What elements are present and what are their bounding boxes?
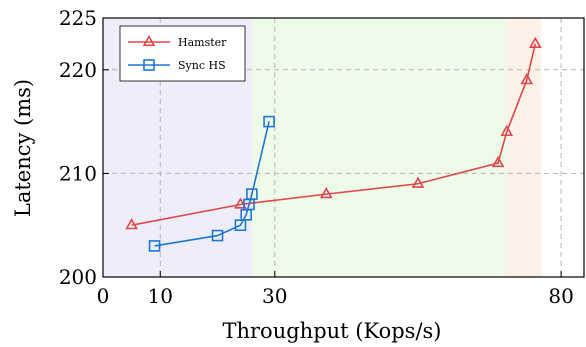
plot-frame bbox=[102, 17, 585, 278]
x-tick-label: 0 bbox=[97, 284, 110, 308]
legend: Hamster Sync HS bbox=[119, 25, 246, 82]
y-tick-label: 220 bbox=[59, 58, 97, 82]
background-region-1 bbox=[251, 18, 507, 277]
data-point-hamster bbox=[520, 73, 534, 85]
y-tick-label: 225 bbox=[59, 6, 97, 30]
data-point-hamster bbox=[491, 155, 505, 168]
data-point-hamster bbox=[320, 186, 333, 199]
x-ticks: 0 10 30 80 bbox=[97, 271, 574, 308]
background-region-2 bbox=[506, 18, 542, 277]
x-tick-label: 30 bbox=[262, 284, 287, 308]
y-axis-title: Latency (ms) bbox=[11, 79, 35, 217]
data-point-hamster bbox=[234, 197, 247, 209]
grid-lines bbox=[103, 18, 584, 277]
data-point-sync-hs bbox=[246, 188, 258, 200]
legend-label: Sync HS bbox=[178, 59, 226, 72]
x-axis-title: Throughput (Kops/s) bbox=[222, 319, 441, 343]
x-tick-label: 80 bbox=[548, 284, 573, 308]
series-line bbox=[154, 121, 270, 247]
y-ticks: 200 210 220 225 bbox=[59, 6, 109, 289]
series-sync-hs bbox=[148, 115, 275, 252]
data-point-hamster bbox=[411, 176, 425, 188]
y-tick-label: 200 bbox=[59, 265, 97, 289]
legend-label: Hamster bbox=[178, 36, 227, 49]
series-lines bbox=[125, 36, 542, 252]
data-point-sync-hs bbox=[143, 59, 155, 71]
data-point-sync-hs bbox=[148, 240, 161, 252]
data-point-sync-hs bbox=[211, 229, 224, 242]
data-point-hamster bbox=[529, 36, 542, 49]
legend-box bbox=[119, 25, 246, 82]
data-point-hamster bbox=[500, 124, 514, 137]
data-point-hamster bbox=[142, 34, 156, 47]
data-point-hamster bbox=[125, 218, 138, 230]
x-tick-label: 10 bbox=[148, 284, 173, 308]
data-point-sync-hs bbox=[263, 115, 275, 128]
y-tick-label: 210 bbox=[59, 161, 97, 185]
